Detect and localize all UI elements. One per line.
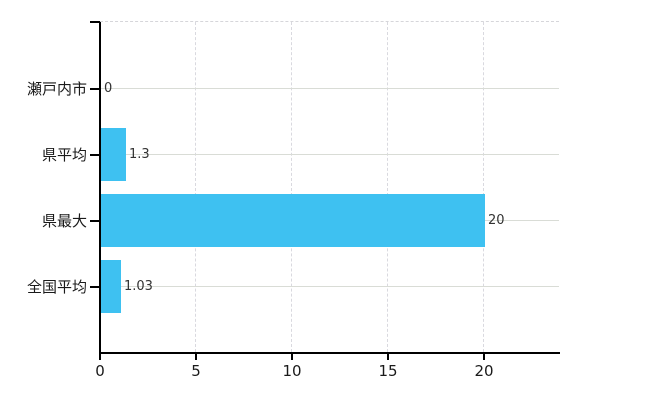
y-tick-mark — [90, 220, 100, 222]
x-tick-mark — [291, 354, 293, 360]
x-tick-label: 15 — [378, 362, 398, 380]
plot-top-border — [100, 21, 559, 22]
x-tick-label: 20 — [474, 362, 494, 380]
y-tick-mark — [90, 286, 100, 288]
h-gridline — [101, 88, 559, 89]
x-tick-label: 10 — [282, 362, 302, 380]
y-tick-mark — [90, 154, 100, 156]
bar-value-label: 1.03 — [124, 279, 153, 294]
x-tick-mark — [99, 354, 101, 360]
bar-value-label: 20 — [488, 213, 505, 228]
x-tick-label: 5 — [191, 362, 201, 380]
v-gridline — [291, 22, 292, 352]
category-label: 県最大 — [41, 212, 87, 230]
x-tick-mark — [387, 354, 389, 360]
category-label: 県平均 — [41, 146, 87, 164]
y-axis-line — [99, 22, 101, 352]
bar-value-label: 0 — [104, 81, 113, 96]
bar — [101, 128, 126, 181]
category-label: 全国平均 — [26, 278, 87, 296]
category-label: 瀬戸内市 — [26, 80, 87, 98]
y-tick-mark — [90, 88, 100, 90]
v-gridline — [195, 22, 196, 352]
bar-value-label: 1.3 — [129, 147, 150, 162]
bar — [101, 260, 121, 313]
x-axis-line — [99, 352, 560, 354]
v-gridline — [483, 22, 484, 352]
v-gridline — [387, 22, 388, 352]
x-tick-mark — [195, 354, 197, 360]
x-tick-label: 0 — [95, 362, 105, 380]
x-tick-mark — [483, 354, 485, 360]
h-gridline — [101, 286, 559, 287]
y-axis-end-tick — [90, 21, 100, 23]
bar — [101, 194, 485, 247]
h-gridline — [101, 154, 559, 155]
